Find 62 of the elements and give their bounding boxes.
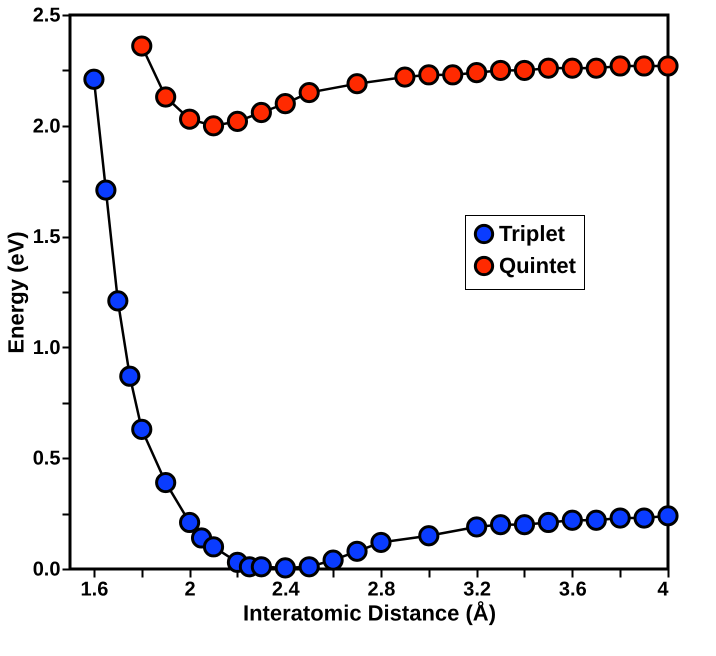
point [274,93,296,114]
y-tick-label: 0.0 [32,558,60,580]
point [322,550,344,571]
point [95,180,116,201]
y-tick-label: 1.5 [32,226,60,248]
point [514,514,536,536]
x-tick-label: 3.6 [558,578,587,600]
point [394,66,416,88]
x-tick-label: 4 [657,578,670,600]
x-tick-label: 2.4 [272,578,301,600]
point [298,82,320,104]
point [179,108,200,130]
point [298,556,320,578]
x-tick-label: 3.2 [463,578,492,600]
y-tick-label: 0.5 [32,448,60,470]
point [466,516,488,538]
point [633,55,655,77]
y-axis-title: Energy (eV) [4,231,29,354]
point [107,290,128,312]
point [346,540,368,562]
point [202,536,224,558]
x-tick-label: 2 [184,578,196,600]
point [131,418,152,440]
legend-label: Quintet [499,253,577,278]
point [514,60,536,81]
point [155,472,176,494]
point [538,512,559,534]
point [418,525,440,546]
legend-label: Triplet [499,221,566,246]
point [179,512,200,534]
point [610,507,631,529]
point [202,115,224,136]
point [586,510,607,531]
point [538,58,559,79]
point [657,505,679,526]
point [633,507,655,529]
point [250,102,272,124]
point [250,556,272,578]
point [155,86,176,108]
point [657,55,679,77]
point [610,55,631,77]
point [274,557,296,578]
x-axis-title: Interatomic Distance (Å) [242,600,496,626]
point [442,64,464,86]
point [490,60,512,81]
point [418,64,440,86]
point [370,532,392,553]
point [119,366,140,387]
y-tick-label: 2.0 [32,115,60,138]
point [83,68,105,90]
point [586,58,607,79]
point [131,35,152,57]
point [562,58,583,79]
point [466,62,488,84]
point [562,510,583,531]
y-tick-label: 2.5 [32,4,60,26]
point [346,73,368,94]
point [226,110,248,132]
y-tick-label: 1.0 [32,336,60,359]
point [490,514,512,536]
x-tick-label: 1.6 [80,578,108,600]
x-tick-label: 2.8 [368,578,396,600]
